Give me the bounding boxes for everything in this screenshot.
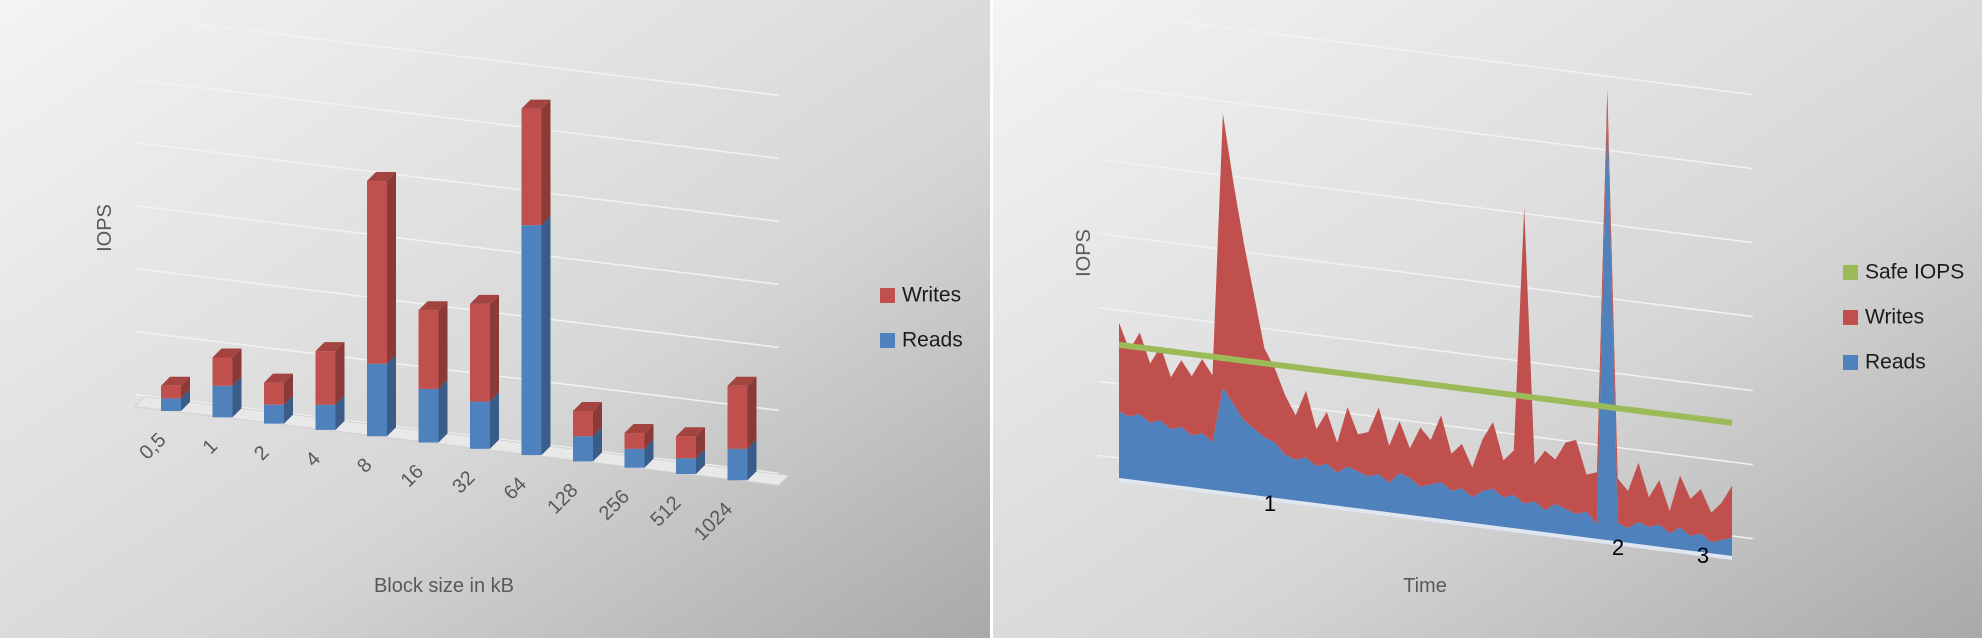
bar-side bbox=[541, 216, 551, 456]
area bbox=[1119, 88, 1732, 543]
bar bbox=[521, 108, 542, 226]
bar bbox=[418, 388, 439, 443]
bar bbox=[161, 385, 181, 399]
bar bbox=[418, 310, 439, 389]
bar-side bbox=[232, 376, 242, 418]
bar-top bbox=[418, 301, 448, 311]
legend-swatch bbox=[1843, 355, 1858, 370]
grid-line bbox=[1098, 232, 1753, 318]
bar bbox=[212, 385, 233, 418]
bar bbox=[676, 458, 696, 474]
grid-line bbox=[1098, 158, 1753, 244]
bar bbox=[573, 411, 593, 437]
grid-line bbox=[134, 393, 779, 475]
area bbox=[1119, 110, 1732, 556]
bar bbox=[727, 448, 748, 481]
grid-line bbox=[1098, 306, 1753, 392]
bar-side bbox=[335, 395, 345, 430]
bar-side bbox=[490, 392, 499, 449]
bar-top bbox=[521, 99, 551, 109]
bar-side bbox=[387, 354, 396, 437]
bar-side bbox=[181, 389, 190, 411]
legend-swatch bbox=[1843, 265, 1858, 280]
bar-side bbox=[747, 376, 757, 449]
bar bbox=[264, 382, 284, 405]
bar-top bbox=[624, 424, 654, 434]
grid-line bbox=[134, 267, 779, 349]
annotation: 1 bbox=[1264, 491, 1276, 516]
bar-side bbox=[438, 301, 448, 389]
bar-side bbox=[593, 427, 602, 462]
bar bbox=[521, 225, 542, 456]
grid-line bbox=[1098, 84, 1753, 170]
legend-label: Writes bbox=[1865, 306, 1924, 329]
bar-side bbox=[387, 172, 396, 364]
bar-side bbox=[696, 427, 705, 459]
legend-swatch bbox=[1843, 310, 1858, 325]
bar-top bbox=[573, 402, 602, 411]
bar-side bbox=[747, 439, 757, 481]
bar bbox=[264, 404, 284, 424]
bar bbox=[727, 385, 748, 449]
bar bbox=[470, 401, 490, 449]
bar-side bbox=[284, 395, 293, 424]
area-chart: 1 2 3 Time IOPS Safe IOPS Writes Reads bbox=[1073, 10, 1964, 597]
bar-top bbox=[161, 376, 190, 386]
bar bbox=[676, 436, 696, 459]
bar-top bbox=[367, 172, 396, 182]
bar-side bbox=[335, 342, 345, 405]
annotation: 2 bbox=[1612, 535, 1624, 560]
grid-line bbox=[134, 78, 779, 160]
bar-side bbox=[232, 348, 242, 386]
bar bbox=[315, 404, 336, 430]
bar bbox=[315, 351, 336, 405]
panel-background bbox=[993, 0, 1982, 638]
legend-swatch bbox=[880, 333, 895, 348]
annotation: 3 bbox=[1697, 543, 1709, 568]
legend-label: Reads bbox=[902, 329, 963, 352]
grid-line bbox=[134, 141, 779, 223]
bar-side bbox=[541, 99, 551, 226]
legend-label: Safe IOPS bbox=[1865, 261, 1964, 284]
grid-line bbox=[134, 204, 779, 286]
bar-side bbox=[644, 439, 654, 468]
bar-side bbox=[181, 376, 190, 399]
bar bbox=[161, 398, 181, 411]
legend-swatch bbox=[880, 288, 895, 303]
line bbox=[1118, 341, 1733, 426]
bar-side bbox=[696, 449, 705, 474]
bar-top bbox=[315, 342, 345, 352]
floor-edge bbox=[1119, 478, 1732, 560]
bar bbox=[212, 357, 233, 386]
bar-top bbox=[676, 427, 705, 437]
bar-side bbox=[644, 424, 654, 449]
bar-top bbox=[470, 294, 499, 304]
bar bbox=[470, 303, 490, 402]
grid-line bbox=[1098, 10, 1753, 96]
legend-label: Writes bbox=[902, 284, 961, 307]
bar bbox=[624, 433, 645, 449]
x-axis-title: Time bbox=[1403, 575, 1447, 597]
bar bbox=[367, 363, 387, 437]
bar-top bbox=[212, 348, 242, 358]
grid-line bbox=[134, 15, 779, 97]
y-axis-title: IOPS bbox=[94, 204, 116, 252]
grid-line bbox=[134, 330, 779, 412]
bar bbox=[624, 448, 645, 468]
bar-side bbox=[593, 402, 602, 437]
bar bbox=[573, 436, 593, 462]
bar-side bbox=[438, 379, 448, 443]
y-axis-title: IOPS bbox=[1073, 229, 1095, 277]
bar-top bbox=[727, 376, 757, 386]
bar-top bbox=[264, 373, 293, 383]
bar-side bbox=[284, 373, 293, 405]
legend-label: Reads bbox=[1865, 351, 1926, 374]
x-axis-title: Block size in kB bbox=[374, 575, 514, 597]
bar-side bbox=[490, 294, 499, 402]
bar bbox=[367, 181, 387, 364]
